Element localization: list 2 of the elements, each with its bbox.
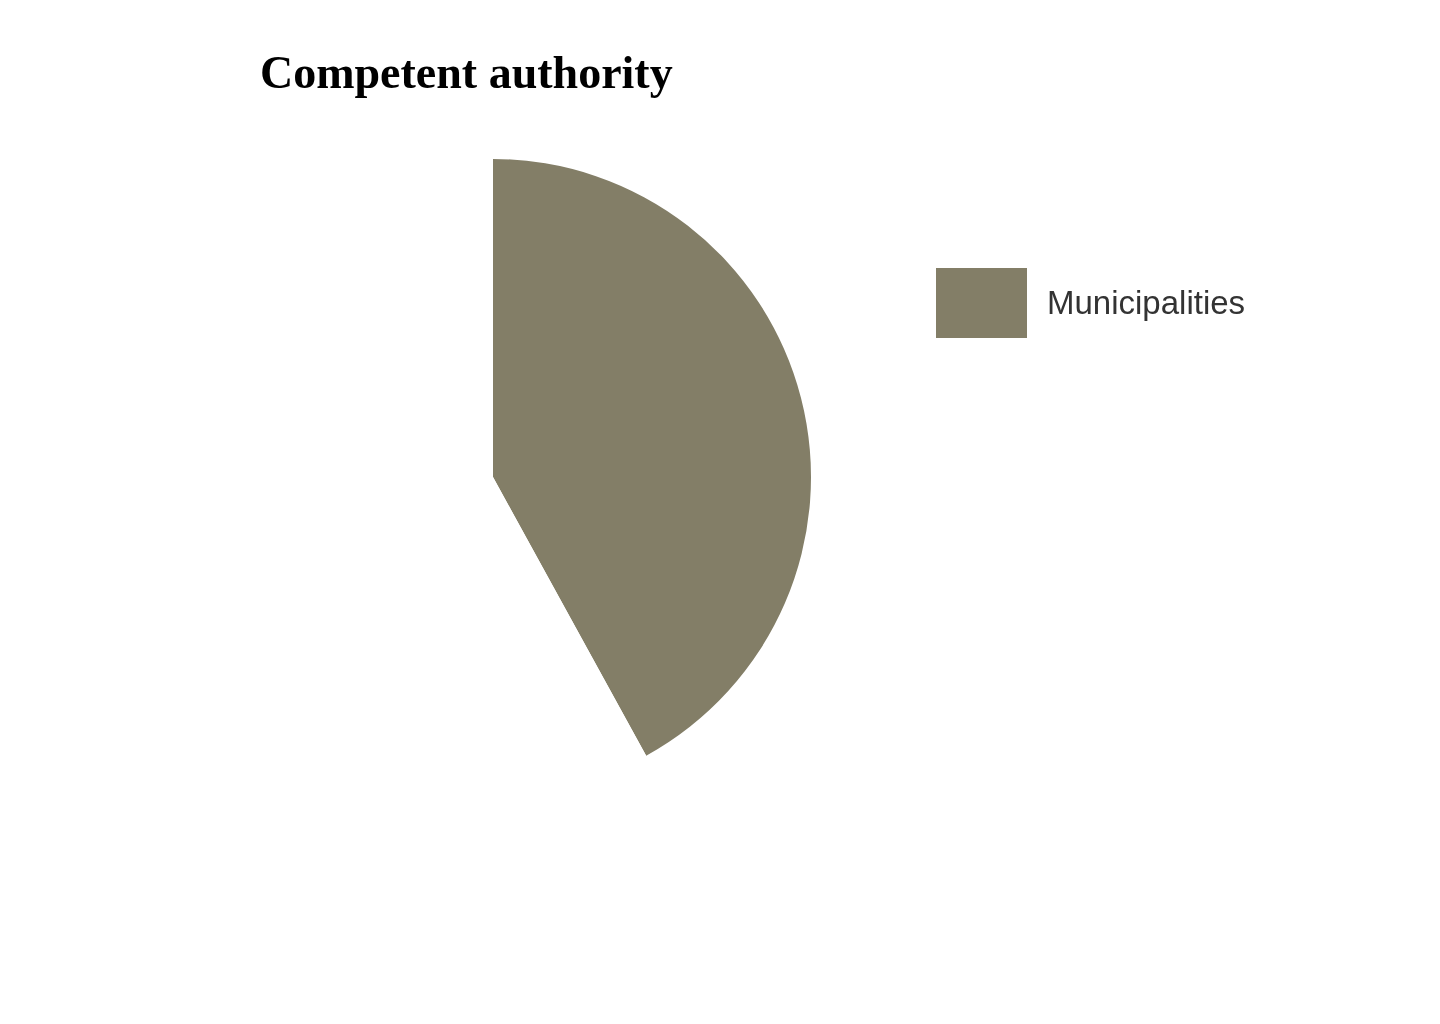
chart-title: Competent authority: [260, 46, 673, 99]
legend-label: Municipalities: [1047, 284, 1246, 322]
